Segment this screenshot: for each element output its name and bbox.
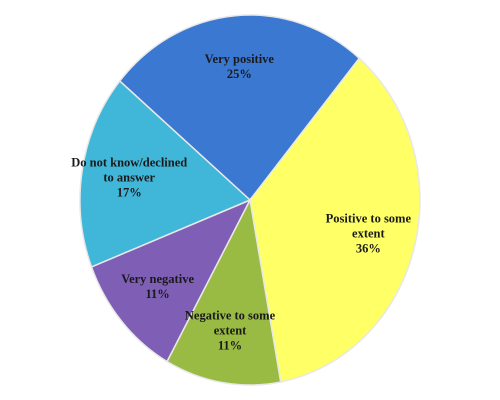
- slice-label: Negative to some extent 11%: [170, 309, 290, 354]
- pie-slice: [90, 198, 252, 363]
- category-label: Do not know/declined to answer: [71, 155, 188, 185]
- pie-slice: [118, 14, 361, 202]
- pie-slice: [249, 57, 421, 383]
- value-label: 25%: [226, 67, 252, 82]
- value-label: 36%: [355, 241, 381, 256]
- value-label: 17%: [116, 185, 142, 200]
- value-label: 11%: [145, 287, 170, 302]
- value-label: 11%: [217, 338, 243, 353]
- pie-slice: [166, 197, 282, 386]
- category-label: Very positive: [204, 52, 274, 67]
- slice-label: Do not know/declined to answer 17%: [69, 156, 189, 201]
- slice-label: Positive to some extent 36%: [308, 212, 428, 257]
- category-label: Positive to some extent: [325, 211, 412, 241]
- category-label: Very negative: [121, 272, 194, 287]
- category-label: Negative to some extent: [184, 308, 276, 338]
- slice-label: Very positive 25%: [179, 52, 299, 82]
- pie-slice: [79, 79, 252, 268]
- slice-label: Very negative 11%: [98, 272, 218, 302]
